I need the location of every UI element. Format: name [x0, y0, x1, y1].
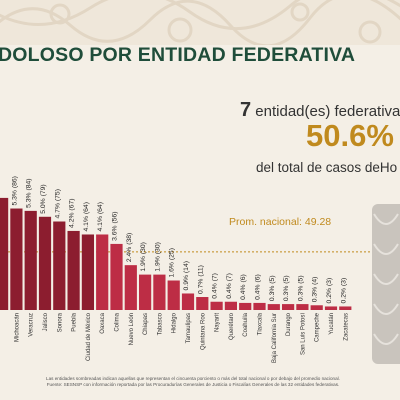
- summary-label-text: entidad(es) federativa: [255, 103, 400, 120]
- category-label: Baja California Sur: [272, 313, 278, 363]
- data-label: 1.9% (30): [154, 242, 161, 271]
- data-label: 5.3% (86): [11, 176, 18, 205]
- bar: [53, 221, 66, 310]
- bar: [167, 280, 180, 310]
- data-label: 0.3% (4): [312, 277, 319, 303]
- bar: [96, 234, 109, 310]
- data-label: 0.4% (6): [255, 274, 262, 300]
- category-label: Oaxaca: [100, 312, 106, 333]
- data-label: 4.1% (64): [97, 202, 104, 231]
- bar: [153, 274, 166, 310]
- data-label: 0.3% (5): [297, 275, 304, 301]
- category-label: Michoacán: [14, 313, 20, 342]
- data-label: 0.2% (3): [340, 278, 347, 304]
- footnote-line-2: Fuente: SESNSP con información reportada…: [46, 382, 340, 387]
- chart-title: DOLOSO POR ENTIDAD FEDERATIVA: [0, 44, 356, 66]
- bar: [67, 230, 80, 310]
- bar: [310, 305, 323, 310]
- bar: [38, 216, 52, 310]
- data-label: 2.4% (38): [126, 233, 133, 262]
- category-label: Tamaulipas: [186, 313, 192, 343]
- bar: [139, 274, 152, 310]
- category-label: Nuevo León: [129, 313, 135, 345]
- data-label: 1.6% (25): [169, 248, 176, 277]
- category-label: Hidalgo: [172, 312, 178, 333]
- category-label: Coahuila: [243, 312, 249, 336]
- category-label: Puebla: [72, 312, 78, 331]
- data-label: 0.4% (6): [240, 274, 247, 300]
- category-label: Ciudad de México: [86, 312, 92, 361]
- average-label: Prom. nacional: 49.28: [229, 216, 331, 228]
- bar: [253, 302, 266, 310]
- bar: [196, 297, 209, 310]
- category-label: Durango: [286, 312, 292, 336]
- bar: [0, 197, 9, 310]
- data-label: 0.9% (14): [183, 261, 190, 290]
- category-label: Tlaxcala: [258, 312, 264, 335]
- bar: [296, 304, 309, 310]
- data-label: 4.1% (64): [83, 202, 90, 231]
- category-label: Chiapas: [143, 313, 149, 335]
- data-label: 5.3% (84): [26, 178, 33, 207]
- bar: [324, 306, 338, 310]
- bar: [239, 302, 252, 310]
- category-label: Quintana Roo: [200, 312, 206, 350]
- data-label: 5.0% (79): [40, 184, 47, 213]
- data-label: 0.7% (11): [197, 265, 204, 294]
- decorative-header-pattern: [0, 0, 400, 45]
- data-label: 1.9% (30): [140, 242, 147, 271]
- category-label: Veracruz: [29, 313, 35, 337]
- bar: [267, 304, 280, 310]
- data-label: 4.7% (75): [54, 189, 61, 218]
- summary-subtitle: del total de casos deHo: [256, 160, 398, 175]
- bar: [181, 293, 195, 310]
- category-label: Tabasco: [157, 312, 163, 335]
- bar: [282, 304, 295, 310]
- bar: [124, 265, 137, 310]
- bar: [339, 306, 352, 310]
- category-label: Campeche: [315, 312, 321, 342]
- data-label: 4.2% (67): [69, 198, 76, 227]
- side-photo: [372, 204, 400, 364]
- data-label: 3.6% (56): [112, 211, 119, 240]
- category-label: Colima: [115, 312, 121, 331]
- footnote: Las entidades sombreadas indican aquella…: [18, 376, 368, 388]
- category-label: Jalisco: [43, 312, 49, 331]
- category-label: Yucatán: [329, 313, 335, 335]
- data-label: 0.4% (7): [212, 273, 219, 299]
- category-label: San Luis Potosí: [300, 313, 306, 355]
- bar: [81, 234, 94, 310]
- data-label: 0.3% (5): [283, 275, 290, 301]
- category-label: Sonora: [57, 312, 63, 332]
- summary-count: 7: [240, 99, 252, 121]
- bar: [110, 243, 123, 310]
- bar: [210, 301, 223, 310]
- category-label: Zacatecas: [343, 313, 349, 341]
- summary-percent: 50.6%: [306, 118, 394, 153]
- category-label: Querétaro: [229, 312, 235, 340]
- data-label: 0.2% (3): [326, 278, 333, 304]
- bar: [24, 210, 37, 310]
- bar: [10, 208, 23, 310]
- category-label: Nayarit: [215, 313, 221, 332]
- bar: [224, 301, 237, 310]
- footnote-line-1: Las entidades sombreadas indican aquella…: [46, 376, 340, 381]
- data-label: 0.4% (7): [226, 273, 233, 299]
- bar-chart: Prom. nacional: 49.28 5.3% (86) Michoacán 5…: [0, 176, 372, 363]
- data-label: 0.3% (5): [269, 275, 276, 301]
- summary-label: 7 entidad(es) federativa: [240, 99, 400, 122]
